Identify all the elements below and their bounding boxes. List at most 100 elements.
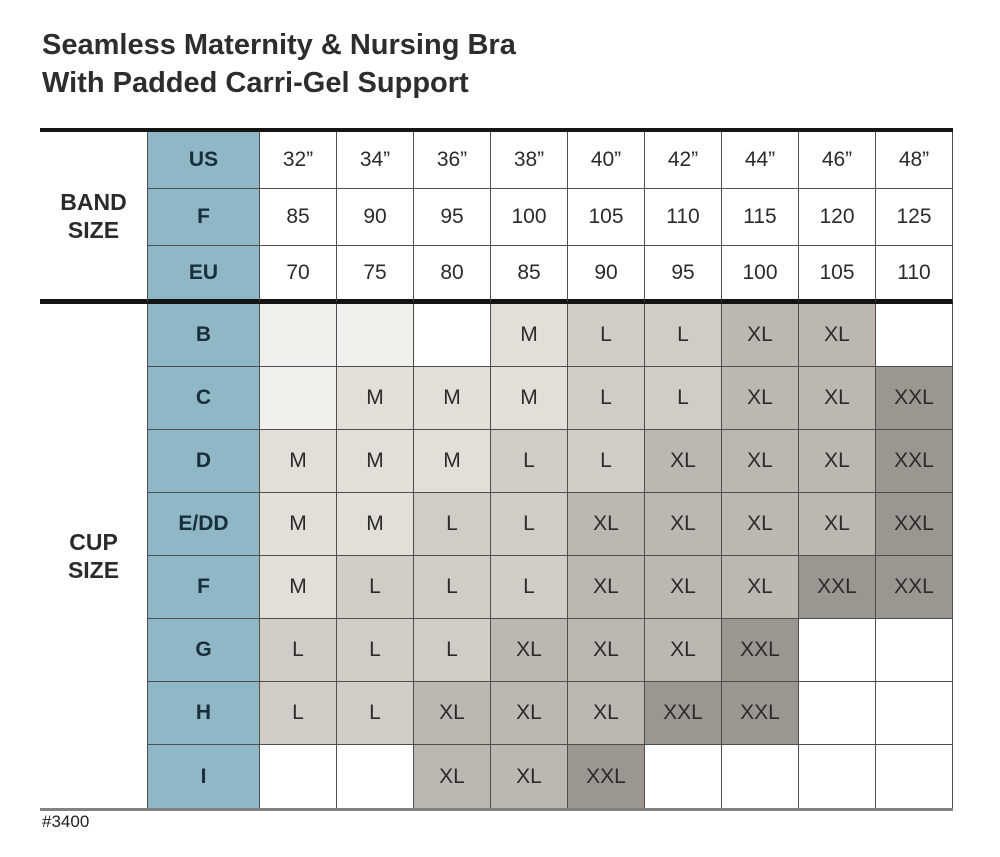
cup-size-cell: M bbox=[491, 367, 568, 430]
cup-size-label: CUP SIZE bbox=[40, 304, 148, 808]
cup-size-cell: L bbox=[414, 619, 491, 682]
band-value-cell: 110 bbox=[876, 246, 953, 304]
cup-size-cell bbox=[260, 745, 337, 808]
band-value-cell: 42” bbox=[645, 132, 722, 189]
band-value-cell: 48” bbox=[876, 132, 953, 189]
band-value-cell: 32” bbox=[260, 132, 337, 189]
cup-size-cell: XL bbox=[799, 367, 876, 430]
band-value-cell: 75 bbox=[337, 246, 414, 304]
cup-size-cell: XL bbox=[722, 304, 799, 367]
band-value-cell: 80 bbox=[414, 246, 491, 304]
band-value-cell: 105 bbox=[568, 189, 645, 246]
band-value-cell: 125 bbox=[876, 189, 953, 246]
cup-size-cell: XL bbox=[568, 493, 645, 556]
cup-size-cell: M bbox=[260, 430, 337, 493]
cup-size-cell: XL bbox=[568, 619, 645, 682]
cup-row-label-e-dd: E/DD bbox=[148, 493, 260, 556]
cup-size-cell bbox=[799, 745, 876, 808]
cup-size-cell bbox=[799, 682, 876, 745]
band-value-cell: 95 bbox=[645, 246, 722, 304]
band-value-cell: 110 bbox=[645, 189, 722, 246]
band-value-cell: 85 bbox=[260, 189, 337, 246]
cup-size-cell: M bbox=[337, 493, 414, 556]
cup-size-cell: XL bbox=[568, 556, 645, 619]
band-value-cell: 40” bbox=[568, 132, 645, 189]
cup-size-cell: L bbox=[491, 493, 568, 556]
band-value-cell: 100 bbox=[722, 246, 799, 304]
cup-size-cell: XL bbox=[799, 430, 876, 493]
cup-row-label-d: D bbox=[148, 430, 260, 493]
cup-size-cell: L bbox=[568, 430, 645, 493]
cup-size-cell bbox=[876, 682, 953, 745]
cup-size-cell: XL bbox=[722, 493, 799, 556]
cup-size-cell: M bbox=[414, 367, 491, 430]
cup-size-cell: L bbox=[645, 304, 722, 367]
page-title-line1: Seamless Maternity & Nursing Bra bbox=[42, 29, 516, 61]
cup-size-cell: L bbox=[491, 430, 568, 493]
cup-size-cell: XL bbox=[799, 304, 876, 367]
cup-size-cell bbox=[876, 745, 953, 808]
cup-size-cell bbox=[876, 619, 953, 682]
cup-size-cell bbox=[337, 745, 414, 808]
cup-size-cell: XL bbox=[645, 619, 722, 682]
cup-size-cell: L bbox=[568, 367, 645, 430]
band-value-cell: 90 bbox=[568, 246, 645, 304]
cup-size-cell: L bbox=[260, 682, 337, 745]
cup-size-cell: XL bbox=[722, 430, 799, 493]
cup-size-cell: L bbox=[337, 556, 414, 619]
cup-size-cell: XXL bbox=[645, 682, 722, 745]
cup-size-cell bbox=[337, 304, 414, 367]
cup-size-cell: M bbox=[337, 367, 414, 430]
cup-size-cell bbox=[260, 367, 337, 430]
band-value-cell: 46” bbox=[799, 132, 876, 189]
cup-size-cell: XL bbox=[645, 556, 722, 619]
cup-row-label-g: G bbox=[148, 619, 260, 682]
cup-size-cell: L bbox=[491, 556, 568, 619]
cup-size-cell: XL bbox=[722, 367, 799, 430]
cup-size-cell: L bbox=[568, 304, 645, 367]
band-row-label-f: F bbox=[148, 189, 260, 246]
cup-size-cell: XXL bbox=[876, 556, 953, 619]
cup-size-cell: XL bbox=[491, 745, 568, 808]
cup-size-cell: M bbox=[260, 556, 337, 619]
cup-row-label-c: C bbox=[148, 367, 260, 430]
cup-size-cell: XXL bbox=[722, 682, 799, 745]
cup-row-label-i: I bbox=[148, 745, 260, 808]
cup-size-cell: XL bbox=[568, 682, 645, 745]
band-value-cell: 36” bbox=[414, 132, 491, 189]
cup-size-cell: L bbox=[337, 682, 414, 745]
band-value-cell: 90 bbox=[337, 189, 414, 246]
cup-size-cell: XXL bbox=[722, 619, 799, 682]
band-value-cell: 95 bbox=[414, 189, 491, 246]
cup-size-cell bbox=[876, 304, 953, 367]
cup-size-cell bbox=[260, 304, 337, 367]
cup-size-cell: L bbox=[414, 493, 491, 556]
cup-size-cell: L bbox=[645, 367, 722, 430]
cup-size-cell: M bbox=[491, 304, 568, 367]
cup-size-cell: M bbox=[337, 430, 414, 493]
band-value-cell: 120 bbox=[799, 189, 876, 246]
page-title: Seamless Maternity & Nursing Bra With Pa… bbox=[42, 26, 516, 102]
cup-size-cell bbox=[799, 619, 876, 682]
band-value-cell: 70 bbox=[260, 246, 337, 304]
size-chart-table: BAND SIZE US 32” 34” 36” 38” 40” 42” 44” 46” 48” F 8… bbox=[40, 128, 953, 811]
cup-row-label-b: B bbox=[148, 304, 260, 367]
band-row-label-us: US bbox=[148, 132, 260, 189]
band-value-cell: 34” bbox=[337, 132, 414, 189]
cup-size-cell bbox=[645, 745, 722, 808]
cup-size-cell: XL bbox=[414, 682, 491, 745]
band-value-cell: 38” bbox=[491, 132, 568, 189]
cup-size-cell: XL bbox=[491, 682, 568, 745]
item-number: #3400 bbox=[42, 812, 90, 831]
cup-row-label-h: H bbox=[148, 682, 260, 745]
cup-size-cell: XL bbox=[414, 745, 491, 808]
cup-size-cell bbox=[414, 304, 491, 367]
cup-size-cell: XL bbox=[645, 493, 722, 556]
band-row-label-eu: EU bbox=[148, 246, 260, 304]
band-value-cell: 85 bbox=[491, 246, 568, 304]
cup-size-cell bbox=[722, 745, 799, 808]
cup-size-cell: XXL bbox=[876, 430, 953, 493]
cup-size-cell: XXL bbox=[568, 745, 645, 808]
cup-row-label-f: F bbox=[148, 556, 260, 619]
band-value-cell: 44” bbox=[722, 132, 799, 189]
